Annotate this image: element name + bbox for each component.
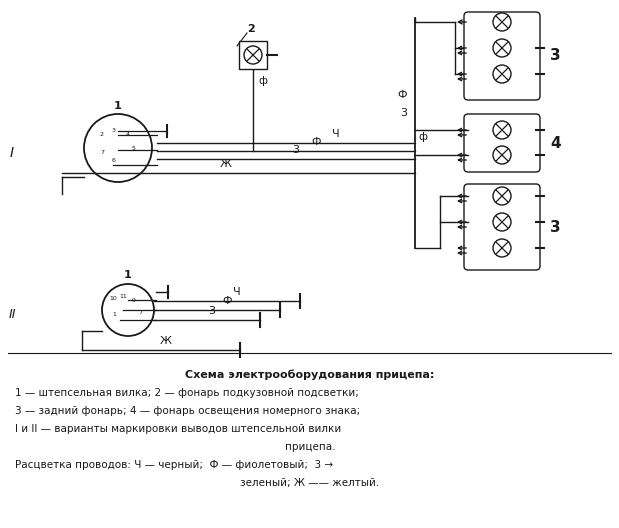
Text: Ж: Ж (220, 159, 232, 169)
Text: 5: 5 (132, 146, 136, 150)
Circle shape (493, 146, 511, 164)
Text: Ф: Ф (222, 296, 232, 306)
Text: Ч: Ч (332, 129, 340, 139)
Text: 3: 3 (293, 145, 300, 155)
FancyBboxPatch shape (464, 12, 540, 100)
Circle shape (493, 239, 511, 257)
Text: 1 — штепсельная вилка; 2 — фонарь подкузовной подсветки;: 1 — штепсельная вилка; 2 — фонарь подкуз… (15, 388, 359, 398)
Text: 3 — задний фонарь; 4 — фонарь освещения номерного знака;: 3 — задний фонарь; 4 — фонарь освещения … (15, 406, 360, 416)
Text: 6: 6 (112, 157, 116, 163)
FancyBboxPatch shape (464, 114, 540, 172)
Circle shape (493, 213, 511, 231)
Circle shape (84, 114, 152, 182)
Text: II: II (8, 308, 15, 322)
Circle shape (493, 13, 511, 31)
Text: Расцветка проводов: Ч — черный;  Ф — фиолетовый;  3 →: Расцветка проводов: Ч — черный; Ф — фиол… (15, 460, 333, 470)
Text: 1: 1 (124, 270, 132, 280)
Text: прицепа.: прицепа. (285, 442, 335, 452)
Text: ф: ф (258, 76, 267, 86)
Bar (239, 41, 267, 69)
FancyBboxPatch shape (464, 184, 540, 270)
Text: 10: 10 (109, 296, 117, 300)
Text: 2: 2 (100, 131, 104, 137)
Text: 4: 4 (550, 136, 561, 150)
Text: 3: 3 (550, 220, 561, 234)
Text: 7: 7 (100, 150, 104, 156)
Text: 2: 2 (247, 24, 255, 34)
Text: 3: 3 (400, 108, 407, 118)
Text: 11: 11 (119, 294, 127, 298)
Text: 3: 3 (550, 49, 561, 63)
Text: 4: 4 (126, 133, 130, 137)
Circle shape (493, 121, 511, 139)
Text: Ж: Ж (160, 336, 172, 346)
Text: 7: 7 (138, 309, 142, 315)
Text: ф: ф (418, 132, 427, 142)
Text: 1: 1 (112, 313, 116, 317)
Text: 9: 9 (132, 297, 136, 303)
Text: 3: 3 (112, 128, 116, 134)
Text: I: I (10, 146, 14, 160)
Circle shape (493, 187, 511, 205)
Text: Ф: Ф (311, 137, 321, 147)
Text: 1: 1 (114, 101, 122, 111)
Text: Схема электрооборудования прицепа:: Схема электрооборудования прицепа: (185, 370, 435, 380)
Circle shape (244, 46, 262, 64)
Text: Ч: Ч (233, 287, 241, 297)
Text: Ф: Ф (397, 90, 407, 100)
Circle shape (493, 39, 511, 57)
Circle shape (102, 284, 154, 336)
Text: зеленый; Ж —— желтый.: зеленый; Ж —— желтый. (240, 478, 379, 488)
Text: 3: 3 (209, 306, 215, 316)
Circle shape (493, 65, 511, 83)
Text: I и II — варианты маркировки выводов штепсельной вилки: I и II — варианты маркировки выводов ште… (15, 424, 341, 434)
